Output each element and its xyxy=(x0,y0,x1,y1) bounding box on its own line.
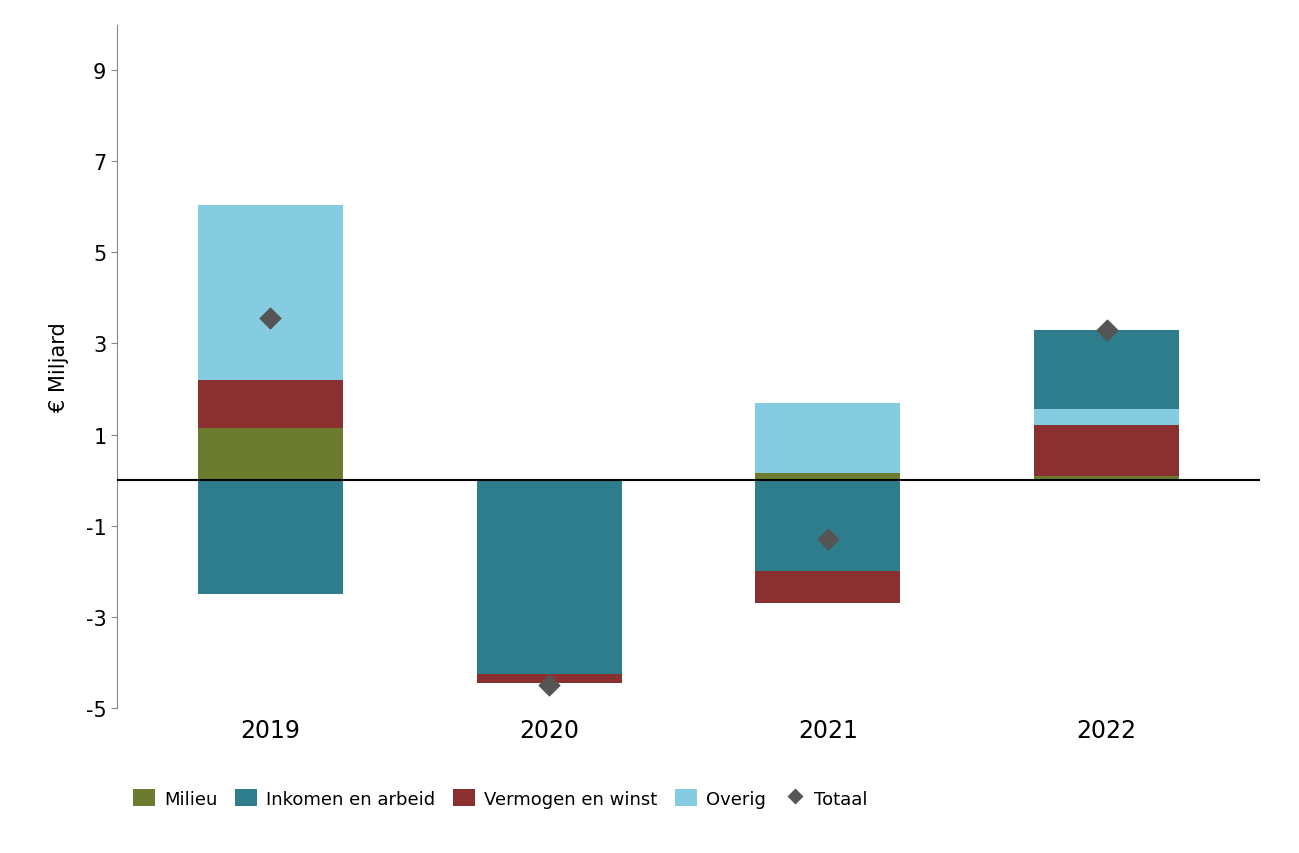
Point xyxy=(1096,323,1117,337)
Bar xyxy=(197,380,343,428)
Bar xyxy=(756,473,900,480)
Bar xyxy=(477,674,621,683)
Bar xyxy=(1034,330,1179,410)
Bar xyxy=(197,480,343,595)
Y-axis label: € Miljard: € Miljard xyxy=(49,322,69,412)
Bar xyxy=(1034,426,1179,476)
Point xyxy=(539,678,560,692)
Bar xyxy=(756,403,900,473)
Bar xyxy=(756,572,900,603)
Bar xyxy=(756,480,900,572)
Point xyxy=(260,312,281,326)
Bar xyxy=(477,480,621,674)
Bar xyxy=(1034,410,1179,426)
Bar xyxy=(197,206,343,380)
Bar xyxy=(1034,476,1179,480)
Legend: Milieu, Inkomen en arbeid, Vermogen en winst, Overig, Totaal: Milieu, Inkomen en arbeid, Vermogen en w… xyxy=(126,781,876,815)
Point xyxy=(817,533,838,547)
Bar xyxy=(197,428,343,480)
